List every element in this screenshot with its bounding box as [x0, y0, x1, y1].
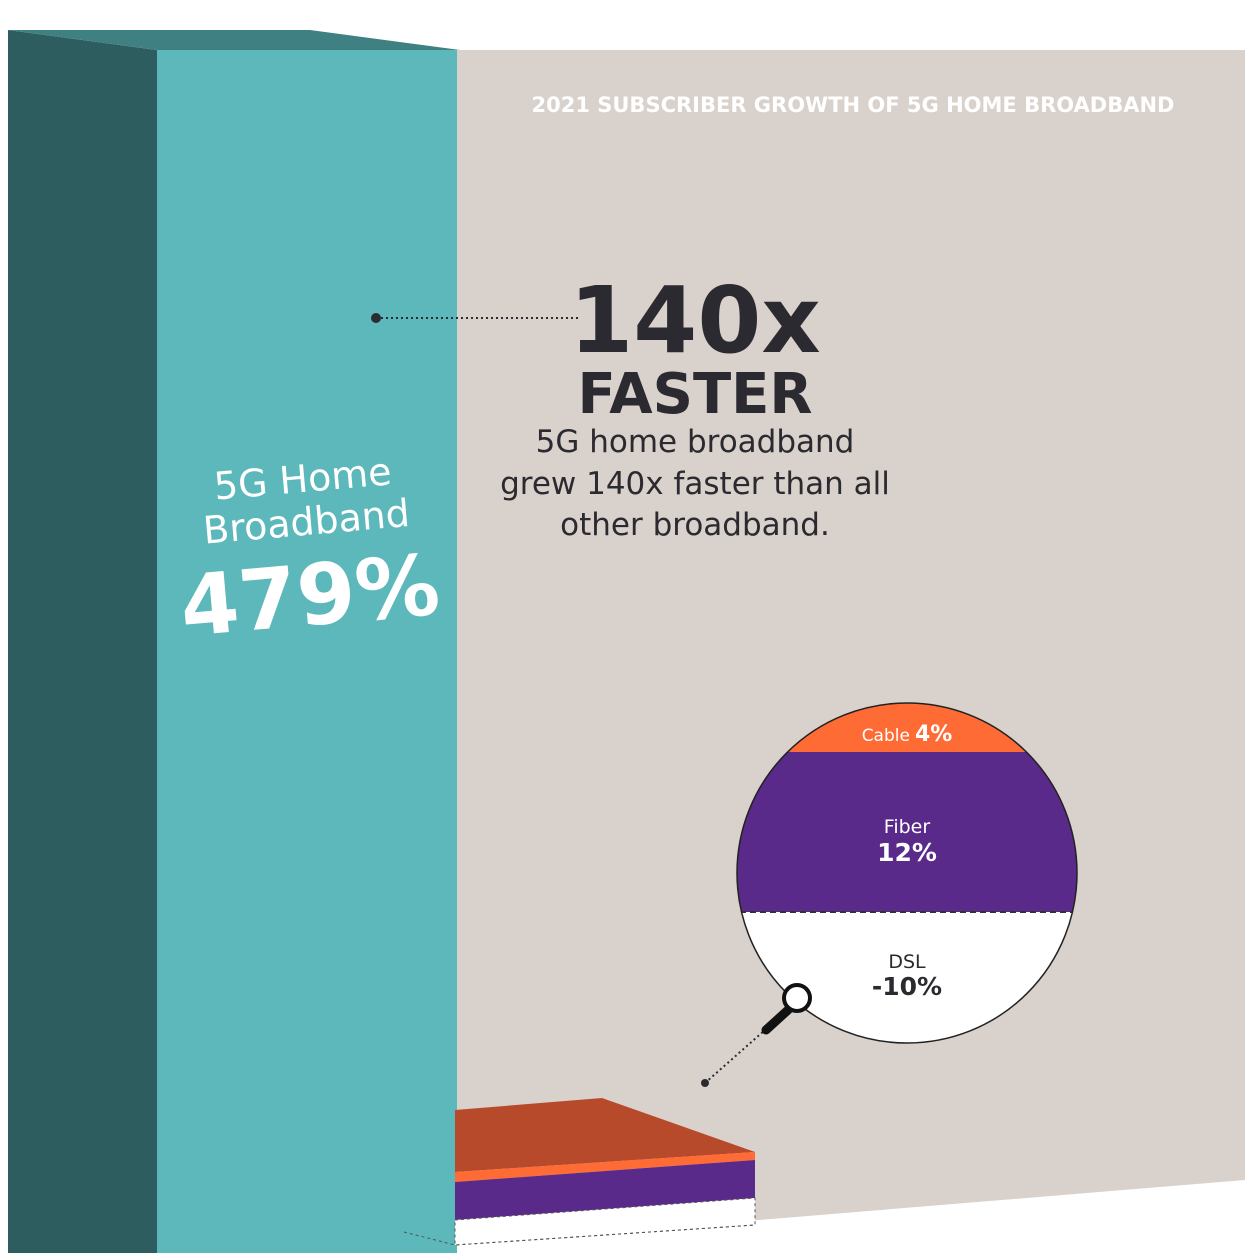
- lens-fiber-band: [737, 752, 1077, 912]
- callout-headline-word: FASTER: [577, 362, 812, 427]
- bar-5g-value: 479%: [176, 536, 443, 656]
- lens-dsl-value: -10%: [872, 972, 942, 1001]
- lens-fiber-label: Fiber: [884, 816, 931, 838]
- callout-body-line1: 5G home broadband: [536, 424, 855, 460]
- callout-headline-number: 140x: [569, 267, 820, 374]
- callout-body-line3: other broadband.: [560, 507, 830, 543]
- lens-dsl-label: DSL: [888, 951, 926, 973]
- zoom-pointer-line: [704, 1029, 766, 1084]
- callout-body-line2: grew 140x faster than all: [500, 466, 890, 502]
- chart-title: 2021 SUBSCRIBER GROWTH OF 5G HOME BROADB…: [532, 93, 1175, 117]
- bar-5g-side: [8, 30, 157, 1253]
- magnifier-icon: [761, 983, 812, 1035]
- bar-5g-front: [157, 50, 457, 1253]
- lens-fiber-value: 12%: [877, 838, 937, 867]
- lens-outline: [736, 702, 1078, 1044]
- lens-cable-value: 4%: [915, 722, 952, 747]
- bar-5g-label: 5G Home Broadband 479%: [176, 449, 443, 656]
- small-bars: [403, 1098, 756, 1246]
- background-panel: [455, 50, 1245, 1245]
- lens-cable-label: Cable: [862, 726, 910, 746]
- bar-5g-top: [8, 30, 460, 50]
- small-bar-cable-top: [455, 1098, 755, 1172]
- small-bar-dsl-outline: [454, 1197, 756, 1246]
- small-bar-dsl-bottom-edge: [403, 1224, 756, 1246]
- lens-cable-text: Cable 4%: [862, 722, 953, 747]
- small-bar-fiber-front: [455, 1160, 755, 1220]
- bar-5g-home-broadband: [8, 30, 460, 1253]
- small-bar-cable-front: [455, 1152, 755, 1182]
